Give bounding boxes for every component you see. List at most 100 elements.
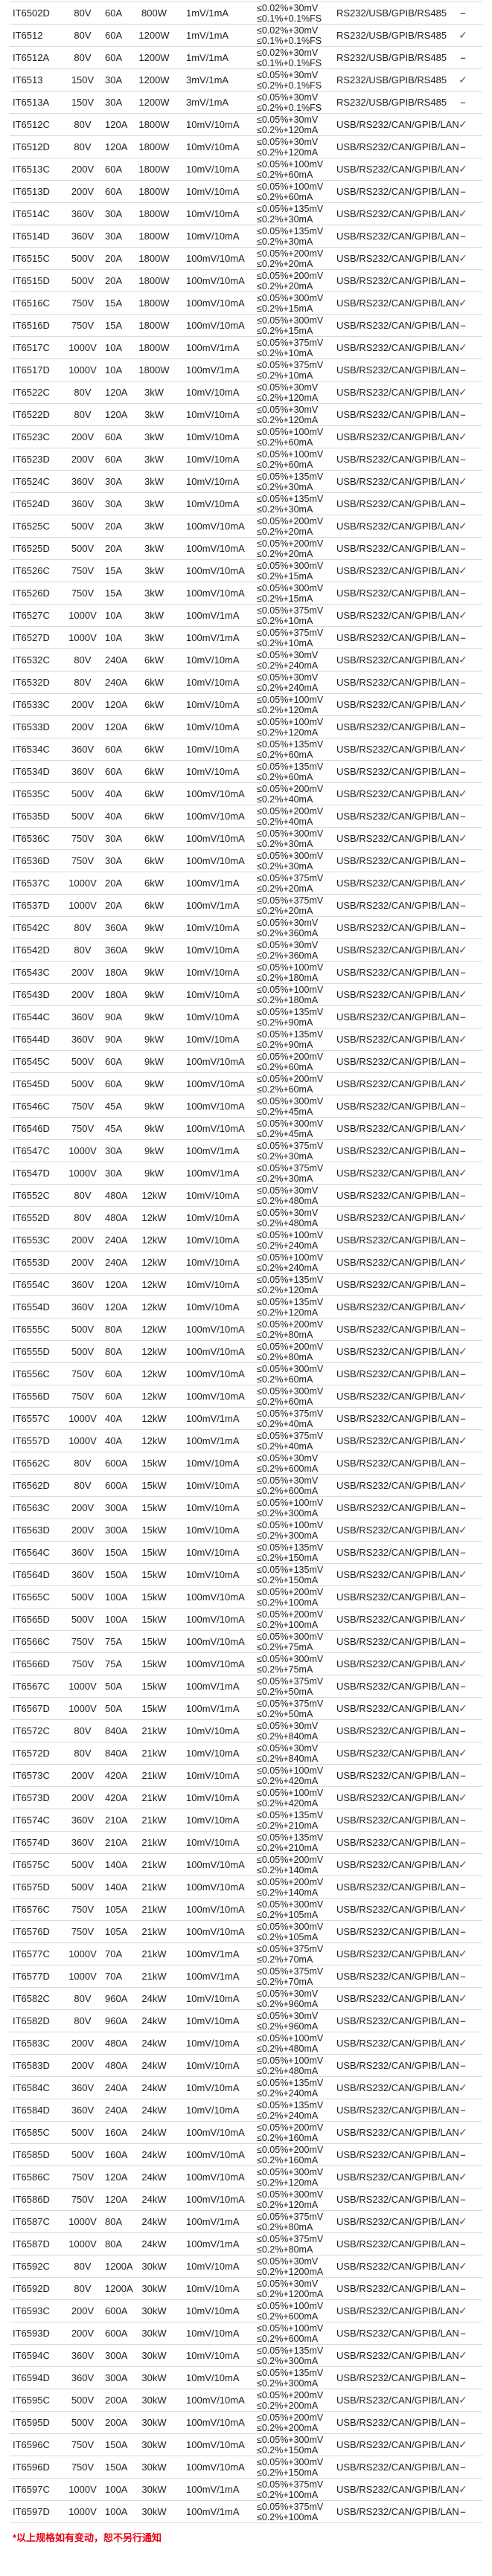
cell-resolution: 100mV/10mA	[186, 2395, 245, 2406]
cell-resolution: 100mV/10mA	[186, 1056, 245, 1067]
cell-current: 480A	[105, 2038, 128, 2049]
cell-power: 3kW	[144, 632, 164, 643]
cell-voltage: 750V	[71, 1101, 95, 1112]
cell-voltage: 80V	[74, 119, 92, 130]
accuracy-line-1: ≤0.05%+300mV	[257, 582, 324, 593]
cell-current: 100A	[105, 2506, 128, 2517]
accuracy-line-1: ≤0.05%+135mV	[257, 1028, 324, 1040]
cell-current: 100A	[105, 2484, 128, 2495]
cell-power: 15kW	[141, 1658, 167, 1669]
cell-power: 6kW	[144, 900, 164, 911]
cell-power: 9kW	[144, 1123, 164, 1134]
cell-model: IT6534D	[13, 766, 50, 777]
table-row: IT6563D 200V 300A 15kW 10mV/10mA ≤0.05%+100mV…	[10, 1519, 482, 1542]
cell-accuracy: ≤0.05%+135mV ≤0.2%+30mA	[257, 203, 333, 225]
dash-icon: –	[460, 1279, 466, 1290]
table-row: IT6574C 360V 210A 21kW 10mV/10mA ≤0.05%+135mV…	[10, 1809, 482, 1832]
table-row: IT6533C 200V 120A 6kW 10mV/10mA ≤0.05%+100mV ≤…	[10, 694, 482, 716]
cell-model: IT6524C	[13, 476, 50, 487]
cell-model: IT6575D	[13, 1881, 50, 1893]
table-row: IT6586D 750V 120A 24kW 100mV/10mA ≤0.05%+300m…	[10, 2189, 482, 2211]
cell-power: 6kW	[144, 744, 164, 755]
cell-interfaces: USB/RS232/CAN/GPIB/LAN	[336, 989, 459, 1000]
cell-interfaces: USB/RS232/CAN/GPIB/LAN	[336, 2171, 459, 2183]
accuracy-line-2: ≤0.2%+45mA	[257, 1128, 313, 1139]
cell-voltage: 750V	[71, 1368, 95, 1379]
cell-voltage: 360V	[71, 2372, 95, 2383]
cell-resolution: 100mV/1mA	[186, 900, 240, 911]
table-row: IT6573D 200V 420A 21kW 10mV/10mA ≤0.05%+100mV…	[10, 1787, 482, 1809]
cell-interfaces: USB/RS232/CAN/GPIB/LAN	[336, 231, 459, 242]
cell-resolution: 100mV/10mA	[186, 1859, 245, 1870]
table-row: IT6584D 360V 240A 24kW 10mV/10mA ≤0.05%+135mV…	[10, 2099, 482, 2122]
cell-interfaces: USB/RS232/CAN/GPIB/LAN	[336, 253, 459, 264]
accuracy-line-1: ≤0.05%+300mV	[257, 1653, 324, 1664]
cell-current: 60A	[105, 52, 123, 63]
cell-voltage: 1000V	[68, 1145, 97, 1156]
cell-interfaces: USB/RS232/CAN/GPIB/LAN	[336, 788, 459, 799]
cell-voltage: 500V	[71, 788, 95, 799]
cell-power: 3kW	[144, 454, 164, 465]
cell-accuracy: ≤0.05%+100mV ≤0.2%+60mA	[257, 181, 333, 202]
cell-voltage: 750V	[71, 855, 95, 866]
accuracy-line-1: ≤0.05%+30mV	[257, 404, 319, 415]
accuracy-line-2: ≤0.2%+60mA	[257, 1083, 313, 1095]
cell-current: 120A	[105, 1301, 128, 1313]
cell-accuracy: ≤0.05%+200mV ≤0.2%+200mA	[257, 2412, 333, 2433]
cell-current: 90A	[105, 1011, 123, 1023]
cell-standard-config: –	[447, 1318, 479, 1340]
check-icon: ✓	[459, 1256, 467, 1269]
cell-standard-config: ✓	[447, 2434, 479, 2456]
cell-standard-config: ✓	[447, 1609, 479, 1630]
cell-interfaces: USB/RS232/CAN/GPIB/LAN	[336, 855, 459, 866]
cell-current: 600A	[105, 1458, 128, 1469]
accuracy-line-1: ≤0.05%+375mV	[257, 2501, 324, 2512]
accuracy-line-1: ≤0.05%+300mV	[257, 1363, 324, 1374]
check-icon: ✓	[459, 2260, 467, 2273]
cell-voltage: 200V	[71, 989, 95, 1000]
cell-model: IT6512A	[13, 52, 50, 63]
accuracy-line-2: ≤0.2%+1200mA	[257, 2288, 324, 2299]
dash-icon: –	[460, 409, 466, 420]
cell-current: 160A	[105, 2127, 128, 2138]
cell-resolution: 10mV/10mA	[186, 766, 240, 777]
cell-power: 15kW	[141, 1524, 167, 1536]
cell-standard-config: ✓	[447, 1742, 479, 1764]
accuracy-line-2: ≤0.2%+50mA	[257, 1686, 313, 1697]
cell-resolution: 100mV/10mA	[186, 1078, 245, 1089]
accuracy-line-1: ≤0.05%+375mV	[257, 1965, 324, 1977]
cell-accuracy: ≤0.05%+375mV ≤0.2%+70mA	[257, 1943, 333, 1965]
cell-current: 100A	[105, 1591, 128, 1603]
cell-resolution: 10mV/10mA	[186, 2060, 240, 2071]
accuracy-line-1: ≤0.05%+375mV	[257, 1430, 324, 1441]
cell-standard-config: –	[447, 761, 479, 782]
cell-standard-config: ✓	[447, 1207, 479, 1229]
table-row: IT6513D 200V 60A 1800W 10mV/10mA ≤0.05%+100mV…	[10, 181, 482, 203]
cell-standard-config: –	[447, 181, 479, 202]
cell-resolution: 100mV/10mA	[186, 2439, 245, 2450]
cell-interfaces: USB/RS232/CAN/GPIB/LAN	[336, 275, 459, 286]
cell-interfaces: USB/RS232/CAN/GPIB/LAN	[336, 2238, 459, 2250]
accuracy-line-1: ≤0.05%+135mV	[257, 1274, 324, 1285]
cell-current: 60A	[105, 164, 123, 175]
cell-power: 9kW	[144, 989, 164, 1000]
dash-icon: –	[460, 811, 466, 822]
cell-standard-config: –	[447, 1140, 479, 1162]
cell-current: 1200A	[105, 2261, 133, 2272]
cell-power: 3kW	[144, 409, 164, 420]
table-row: IT6555C 500V 80A 12kW 100mV/10mA ≤0.05%+200mV…	[10, 1318, 482, 1341]
cell-interfaces: USB/RS232/CAN/GPIB/LAN	[336, 677, 459, 688]
cell-interfaces: USB/RS232/CAN/GPIB/LAN	[336, 1725, 459, 1736]
cell-accuracy: ≤0.05%+135mV ≤0.2%+120mA	[257, 1274, 333, 1295]
cell-standard-config: ✓	[447, 2479, 479, 2500]
accuracy-line-2: ≤0.2%+15mA	[257, 303, 313, 314]
cell-voltage: 80V	[74, 30, 92, 41]
accuracy-line-2: ≤0.2%+105mA	[257, 1909, 319, 1920]
cell-resolution: 100mV/10mA	[186, 275, 245, 286]
cell-accuracy: ≤0.05%+100mV ≤0.2%+480mA	[257, 2032, 333, 2054]
cell-resolution: 10mV/10mA	[186, 1502, 240, 1513]
cell-power: 9kW	[144, 1011, 164, 1023]
cell-resolution: 100mV/10mA	[186, 1324, 245, 1335]
cell-power: 30kW	[141, 2372, 167, 2383]
cell-standard-config: –	[447, 672, 479, 693]
